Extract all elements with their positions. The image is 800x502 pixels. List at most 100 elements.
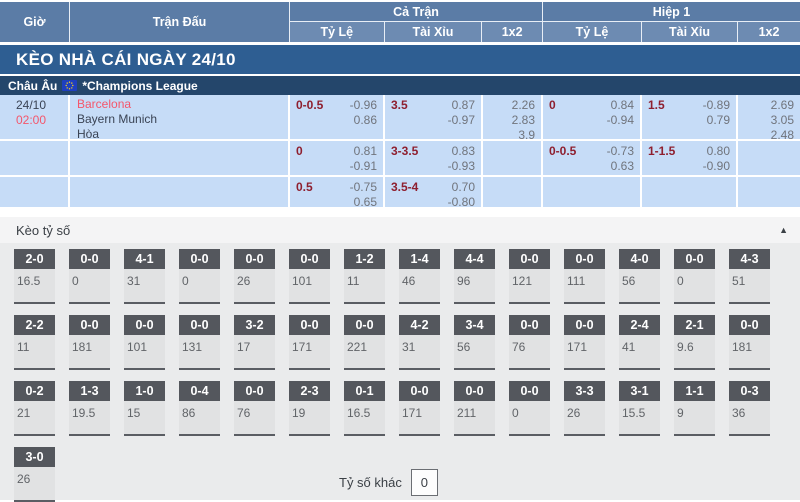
score-chip: 0-0 [729, 315, 770, 335]
correct-score-grid: 2-0 16.5 0-0 0 4-1 31 0-0 0 0-0 26 0-0 101 1-2 11 1-4 4… [0, 243, 800, 436]
score-cell[interactable]: 0-0 181 [69, 315, 110, 370]
score-odds-value: 51 [732, 274, 746, 288]
league-bar[interactable]: Châu Âu *Champions League [0, 76, 800, 95]
score-odds-value: 15.5 [622, 406, 646, 420]
col-header-ft-over-under: Tài Xỉu [384, 22, 483, 42]
score-chip: 4-3 [729, 249, 770, 269]
h1-over-under-cell[interactable]: 1.5 -0.89 0.79 [642, 95, 738, 139]
score-chip: 4-4 [454, 249, 495, 269]
score-odds-value: 0 [512, 406, 519, 420]
score-cell[interactable]: 0-0 181 [729, 315, 770, 370]
score-odds-value: 26 [237, 274, 251, 288]
score-cell[interactable]: 0-0 171 [399, 381, 440, 436]
score-cell[interactable]: 0-0 101 [289, 249, 330, 304]
score-chip: 0-0 [234, 249, 275, 269]
col-header-match: Trận Đấu [70, 2, 290, 42]
score-cell[interactable]: 0-0 101 [124, 315, 165, 370]
empty-cell [642, 177, 738, 207]
score-cell[interactable]: 0-1 16.5 [344, 381, 385, 436]
score-cell[interactable]: 0-4 86 [179, 381, 220, 436]
score-cell[interactable]: 4-2 31 [399, 315, 440, 370]
score-cell[interactable]: 4-3 51 [729, 249, 770, 304]
score-cell[interactable]: 0-0 76 [234, 381, 275, 436]
score-cell[interactable]: 0-0 0 [674, 249, 715, 304]
score-odds-value: 21 [17, 406, 31, 420]
score-cell[interactable]: 0-0 221 [344, 315, 385, 370]
score-cell[interactable]: 0-0 0 [509, 381, 550, 436]
score-cell[interactable]: 3-0 26 [14, 447, 55, 502]
odds-value: -0.75 [349, 180, 377, 194]
match-kickoff-time: 02:00 [15, 113, 46, 127]
score-odds-value: 56 [622, 274, 636, 288]
ft-over-under-cell[interactable]: 3-3.5 0.83 -0.93 [385, 141, 483, 175]
score-cell[interactable]: 1-1 9 [674, 381, 715, 436]
score-cell[interactable]: 4-1 31 [124, 249, 165, 304]
score-odds-value: 16.5 [17, 274, 41, 288]
score-cell[interactable]: 2-3 19 [289, 381, 330, 436]
score-cell[interactable]: 1-3 19.5 [69, 381, 110, 436]
odds-value: -0.90 [702, 159, 730, 173]
score-cell[interactable]: 1-4 46 [399, 249, 440, 304]
h1-over-under-cell[interactable]: 1-1.5 0.80 -0.90 [642, 141, 738, 175]
caret-up-icon[interactable]: ▲ [779, 225, 788, 235]
correct-score-title: Kèo tỷ số [16, 222, 71, 238]
empty-cell [0, 177, 70, 207]
score-cell[interactable]: 0-0 111 [564, 249, 605, 304]
score-cell[interactable]: 2-1 9.6 [674, 315, 715, 370]
score-odds-value: 76 [237, 406, 251, 420]
score-chip: 0-0 [509, 249, 550, 269]
score-cell[interactable]: 0-0 171 [289, 315, 330, 370]
score-odds-value: 31 [127, 274, 141, 288]
score-cell[interactable]: 3-4 56 [454, 315, 495, 370]
ft-handicap-cell[interactable]: 0-0.5 -0.96 0.86 [290, 95, 385, 139]
score-cell[interactable]: 2-2 11 [14, 315, 55, 370]
ft-over-under-cell[interactable]: 3.5 0.87 -0.97 [385, 95, 483, 139]
score-cell[interactable]: 0-0 171 [564, 315, 605, 370]
score-cell[interactable]: 3-3 26 [564, 381, 605, 436]
score-cell[interactable]: 0-0 76 [509, 315, 550, 370]
score-odds-value: 19 [292, 406, 306, 420]
score-odds-value: 76 [512, 340, 526, 354]
score-cell[interactable]: 0-0 0 [179, 249, 220, 304]
score-odds-value: 46 [402, 274, 416, 288]
score-cell[interactable]: 1-0 15 [124, 381, 165, 436]
score-cell[interactable]: 0-0 0 [69, 249, 110, 304]
other-score-input[interactable] [410, 469, 438, 496]
score-chip: 4-0 [619, 249, 660, 269]
score-cell[interactable]: 0-2 21 [14, 381, 55, 436]
score-cell[interactable]: 3-1 15.5 [619, 381, 660, 436]
ft-1x2-cell[interactable]: 2.26 2.83 3.9 [483, 95, 543, 142]
odds-value: 0.70 [451, 180, 475, 194]
score-chip: 2-0 [14, 249, 55, 269]
ft-handicap-cell[interactable]: 0.5 -0.75 0.65 [290, 177, 385, 209]
odds-value: 0.80 [706, 144, 730, 158]
score-cell[interactable]: 2-4 41 [619, 315, 660, 370]
score-cell[interactable]: 0-0 121 [509, 249, 550, 304]
score-cell[interactable]: 3-2 17 [234, 315, 275, 370]
score-chip: 4-2 [399, 315, 440, 335]
score-chip: 0-0 [454, 381, 495, 401]
col-header-ft-handicap: Tỷ Lệ [290, 22, 385, 42]
ft-over-under-cell[interactable]: 3.5-4 0.70 -0.80 [385, 177, 483, 209]
score-cell[interactable]: 0-0 131 [179, 315, 220, 370]
score-chip: 0-0 [124, 315, 165, 335]
h1-handicap-cell[interactable]: 0-0.5 -0.73 0.63 [543, 141, 642, 175]
score-cell[interactable]: 1-2 11 [344, 249, 385, 304]
other-score-group: Tỷ số khác [339, 463, 438, 502]
ft-handicap-cell[interactable]: 0 0.81 -0.91 [290, 141, 385, 175]
score-chip: 0-0 [674, 249, 715, 269]
score-cell[interactable]: 4-0 56 [619, 249, 660, 304]
score-odds-value: 9 [677, 406, 684, 420]
match-date: 24/10 [15, 98, 46, 112]
score-cell[interactable]: 0-0 211 [454, 381, 495, 436]
odds-value: -0.80 [447, 195, 475, 209]
score-cell[interactable]: 4-4 96 [454, 249, 495, 304]
h1-1x2-cell[interactable]: 2.69 3.05 2.48 [738, 95, 800, 142]
handicap-line: 0.5 [296, 180, 313, 194]
handicap-line: 0-0.5 [549, 144, 577, 158]
score-cell[interactable]: 0-0 26 [234, 249, 275, 304]
col-header-ft-1x2: 1x2 [482, 22, 542, 42]
score-cell[interactable]: 2-0 16.5 [14, 249, 55, 304]
score-cell[interactable]: 0-3 36 [729, 381, 770, 436]
h1-handicap-cell[interactable]: 0 0.84 -0.94 [543, 95, 642, 139]
